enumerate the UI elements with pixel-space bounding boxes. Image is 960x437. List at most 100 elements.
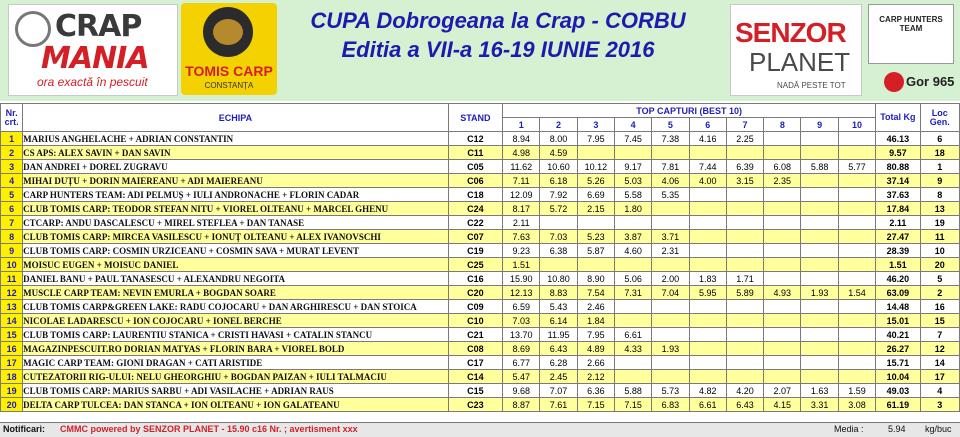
- header-capture-col: 5: [651, 117, 690, 132]
- stand-cell: C07: [447, 229, 504, 244]
- capture-cell: 8.17: [502, 201, 541, 216]
- footer-media-unit: kg/buc: [925, 424, 952, 434]
- table-row: 1 MARIUS ANGHELACHE + ADRIAN CONSTANTIN C1…: [0, 131, 960, 146]
- capture-cell: 7.54: [576, 285, 615, 300]
- row-number: 18: [0, 369, 24, 384]
- header-capture-col: 2: [539, 117, 578, 132]
- capture-cell: [651, 313, 690, 328]
- team-name: CS APS: ALEX SAVIN + DAN SAVIN: [22, 145, 449, 160]
- stand-cell: C10: [447, 313, 504, 328]
- capture-cell: 4.20: [725, 383, 765, 398]
- capture-cell: [688, 215, 727, 230]
- capture-cell: 9.17: [613, 159, 653, 174]
- capture-cell: 1.93: [651, 341, 690, 356]
- capture-cell: [763, 313, 802, 328]
- capture-cell: [763, 299, 802, 314]
- capture-cell: [613, 313, 653, 328]
- capture-cell: [800, 299, 839, 314]
- table-row: 17 MAGIC CARP TEAM: GIONI DRAGAN + CATI A…: [0, 355, 960, 370]
- capture-cell: 5.88: [800, 159, 839, 174]
- capture-cell: [725, 355, 765, 370]
- capture-cell: [837, 355, 877, 370]
- crapmania-logo-tagline: ora exactă în pescuit: [37, 75, 148, 89]
- stand-cell: C24: [447, 201, 504, 216]
- capture-cell: 6.43: [725, 397, 765, 412]
- footer-bar: Notificari: CMMC powered by SENZOR PLANE…: [0, 422, 960, 437]
- capture-cell: [688, 187, 727, 202]
- capture-cell: [763, 243, 802, 258]
- stand-cell: C23: [447, 397, 504, 412]
- footer-media-value: 5.94: [888, 424, 906, 434]
- team-name: CLUB TOMIS CARP: MARIUS SARBU + ADI VASI…: [22, 383, 449, 398]
- capture-cell: [725, 341, 765, 356]
- capture-cell: 6.38: [539, 243, 578, 258]
- capture-cell: 2.11: [502, 215, 541, 230]
- row-number: 14: [0, 313, 24, 328]
- team-name: CLUB TOMIS CARP&GREEN LAKE: RADU COJOCAR…: [22, 299, 449, 314]
- fishing-hook-icon: [15, 11, 51, 47]
- row-number: 10: [0, 257, 24, 272]
- capture-cell: 5.23: [576, 229, 615, 244]
- capture-cell: 3.87: [613, 229, 653, 244]
- capture-cell: [800, 369, 839, 384]
- header-capture-col: 3: [576, 117, 615, 132]
- header-nr: Nr. crt.: [0, 103, 24, 132]
- capture-cell: [837, 131, 877, 146]
- total-kg: 40.21: [875, 327, 921, 342]
- team-name: CARP HUNTERS TEAM: ADI PELMUȘ + IULI AND…: [22, 187, 449, 202]
- header-banner: CRAP MANIA ora exactă în pescuit TOMIS C…: [0, 0, 960, 101]
- table-row: 11 DANIEL BANU + PAUL TANASESCU + ALEXAND…: [0, 271, 960, 286]
- team-name: CTCARP: ANDU DASCALESCU + MIREL STEFLEA …: [22, 215, 449, 230]
- capture-cell: 10.80: [539, 271, 578, 286]
- header-capture-col: 9: [800, 117, 839, 132]
- capture-cell: [800, 215, 839, 230]
- rank-cell: 17: [919, 369, 960, 384]
- team-name: DELTA CARP TULCEA: DAN STANCA + ION OLTE…: [22, 397, 449, 412]
- capture-cell: [800, 257, 839, 272]
- footer-notice: CMMC powered by SENZOR PLANET - 15.90 c1…: [60, 424, 358, 434]
- senzor-logo-line2: PLANET: [749, 47, 851, 77]
- tomis-carp-city: CONSTANȚA: [204, 81, 254, 90]
- capture-cell: [651, 327, 690, 342]
- capture-cell: 2.31: [651, 243, 690, 258]
- capture-cell: 5.35: [651, 187, 690, 202]
- total-kg: 49.03: [875, 383, 921, 398]
- capture-cell: 6.61: [688, 397, 727, 412]
- capture-cell: [837, 257, 877, 272]
- row-number: 19: [0, 383, 24, 398]
- capture-cell: [763, 215, 802, 230]
- stand-cell: C25: [447, 257, 504, 272]
- capture-cell: [576, 257, 615, 272]
- capture-cell: [688, 341, 727, 356]
- header-capture-col: 6: [688, 117, 727, 132]
- capture-cell: [539, 215, 578, 230]
- capture-cell: [613, 257, 653, 272]
- capture-cell: [651, 369, 690, 384]
- crapmania-logo-line2: MANIA: [41, 41, 150, 76]
- header-top-captures: TOP CAPTURI (BEST 10): [502, 103, 877, 118]
- crapmania-logo-line1: CRAP: [55, 9, 142, 44]
- capture-cell: [688, 201, 727, 216]
- senzor-planet-logo: SENZOR PLANET NADĂ PESTE TOT: [730, 4, 862, 96]
- capture-cell: 7.95: [576, 131, 615, 146]
- capture-cell: 6.83: [651, 397, 690, 412]
- rank-cell: 2: [919, 285, 960, 300]
- row-number: 5: [0, 187, 24, 202]
- total-kg: 9.57: [875, 145, 921, 160]
- capture-cell: 4.89: [576, 341, 615, 356]
- capture-cell: [725, 327, 765, 342]
- capture-cell: [800, 243, 839, 258]
- capture-cell: [688, 257, 727, 272]
- team-name: MAGAZINPESCUIT.RO DORIAN MATYAS + FLORIN…: [22, 341, 449, 356]
- capture-cell: 7.92: [539, 187, 578, 202]
- team-name: MOISUC EUGEN + MOISUC DANIEL: [22, 257, 449, 272]
- capture-cell: 6.18: [539, 173, 578, 188]
- capture-cell: [837, 229, 877, 244]
- capture-cell: 6.61: [613, 327, 653, 342]
- capture-cell: 5.58: [613, 187, 653, 202]
- capture-cell: 2.07: [763, 383, 802, 398]
- total-kg: 15.71: [875, 355, 921, 370]
- capture-cell: [800, 201, 839, 216]
- capture-cell: 6.36: [576, 383, 615, 398]
- capture-cell: [688, 327, 727, 342]
